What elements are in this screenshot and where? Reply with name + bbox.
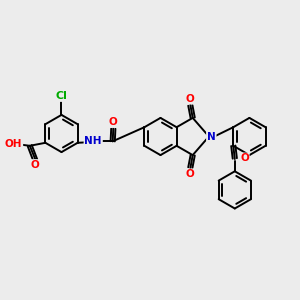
Text: O: O: [186, 169, 195, 179]
Text: O: O: [109, 117, 118, 127]
Text: O: O: [240, 153, 249, 164]
Text: N: N: [207, 131, 216, 142]
Text: O: O: [186, 94, 195, 104]
Text: NH: NH: [85, 136, 102, 146]
Text: O: O: [31, 160, 40, 170]
Text: OH: OH: [5, 139, 22, 149]
Text: Cl: Cl: [56, 91, 68, 101]
